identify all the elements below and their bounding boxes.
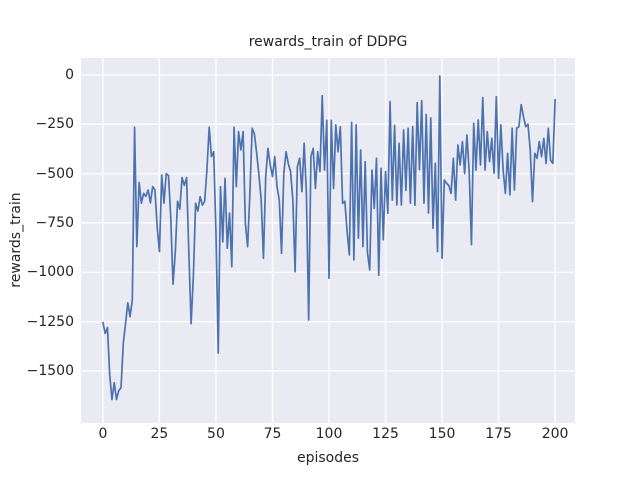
x-tick-label: 200: [541, 426, 569, 442]
y-tick-label: −1500: [26, 362, 74, 379]
data-line-series: [102, 75, 556, 401]
x-tick-label: 150: [428, 426, 456, 442]
y-tick-label: −1000: [26, 264, 74, 281]
x-tick-label: 50: [207, 426, 225, 442]
x-axis-label: episodes: [296, 450, 360, 466]
y-tick-label: −750: [35, 214, 74, 231]
x-tick-label: 25: [150, 426, 169, 442]
y-tick-label: −500: [35, 165, 74, 182]
x-tick-label: 75: [263, 426, 282, 442]
x-tick-label: 125: [372, 426, 399, 442]
x-tick-label: 175: [485, 426, 512, 442]
y-tick-label: 0: [65, 66, 74, 83]
chart-title: rewards_train of DDPG: [248, 34, 408, 50]
y-tick-label: −1250: [26, 313, 74, 330]
y-tick-label: −250: [35, 116, 74, 133]
x-tick-label: 100: [315, 426, 343, 442]
x-tick-label: 0: [98, 426, 108, 442]
